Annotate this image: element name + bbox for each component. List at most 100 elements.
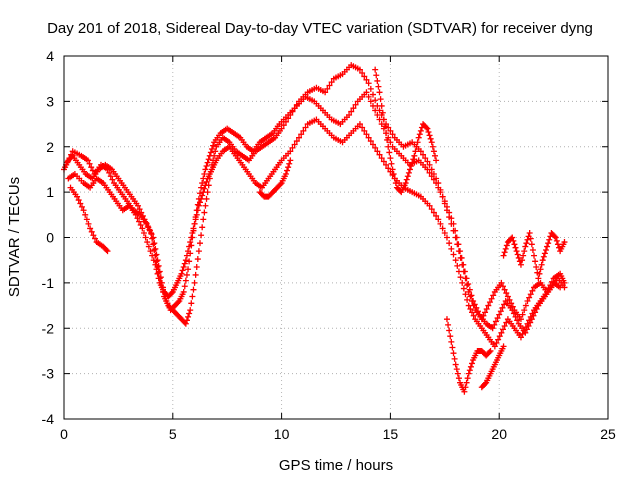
data-point-marker: [68, 151, 75, 158]
data-point-marker: [359, 70, 366, 77]
data-point-marker: [504, 293, 511, 300]
data-point-marker: [284, 167, 291, 174]
data-point-marker: [493, 339, 500, 346]
data-point-marker: [194, 256, 201, 263]
data-point-marker: [107, 173, 114, 180]
data-point-marker: [517, 316, 524, 323]
data-point-marker: [200, 216, 207, 223]
data-point-marker: [433, 157, 440, 164]
data-point-marker: [389, 172, 396, 179]
data-point-marker: [422, 155, 429, 162]
data-point-marker: [374, 148, 381, 155]
data-point-marker: [439, 193, 446, 200]
data-point-marker: [529, 310, 536, 317]
axis-ticks: 0 5 10 15 20 25 -4 -3 -2 -1 0 1 2 3 4: [42, 48, 616, 442]
data-point-marker: [280, 122, 287, 129]
data-point-marker: [539, 257, 546, 264]
data-point-marker: [377, 96, 384, 103]
data-point-marker: [494, 315, 501, 322]
data-point-marker: [519, 257, 526, 264]
data-point-marker: [458, 254, 465, 261]
data-point-marker: [515, 254, 522, 261]
data-point-marker: [363, 89, 370, 96]
data-point-marker: [365, 93, 372, 100]
data-point-marker: [433, 212, 440, 219]
data-point-marker: [426, 161, 433, 168]
data-point-marker: [554, 241, 561, 248]
data-point-marker: [389, 131, 396, 138]
data-point-marker: [498, 329, 505, 336]
data-point-marker: [137, 222, 144, 229]
data-point-marker: [208, 146, 215, 153]
data-point-marker: [428, 139, 435, 146]
data-point-marker: [437, 220, 444, 227]
data-point-marker: [132, 211, 139, 218]
data-point-marker: [278, 125, 285, 132]
data-point-marker: [428, 206, 435, 213]
data-point-marker: [486, 299, 493, 306]
data-point-marker: [372, 144, 379, 151]
series: [67, 184, 111, 255]
data-point-marker: [106, 169, 113, 176]
data-point-marker: [89, 167, 96, 174]
data-point-marker: [207, 149, 214, 156]
data-point-marker: [443, 316, 450, 323]
data-point-marker: [296, 134, 303, 141]
data-point-marker: [183, 271, 190, 278]
data-point-marker: [374, 111, 381, 118]
data-point-marker: [486, 349, 493, 356]
data-point-marker: [202, 182, 209, 189]
data-point-marker: [346, 111, 353, 118]
data-point-marker: [287, 157, 294, 164]
data-point-marker: [300, 127, 307, 134]
data-point-marker: [452, 227, 459, 234]
data-point-marker: [500, 283, 507, 290]
data-point-marker: [466, 367, 473, 374]
data-point-marker: [145, 224, 152, 231]
data-point-marker: [500, 343, 507, 350]
data-point-marker: [389, 166, 396, 173]
data-point-marker: [495, 336, 502, 343]
data-point-marker: [201, 170, 208, 177]
data-point-marker: [521, 327, 528, 334]
data-point-marker: [426, 169, 433, 176]
data-point-marker: [183, 252, 190, 259]
data-point-marker: [429, 143, 436, 150]
data-point-marker: [527, 235, 534, 242]
data-point-marker: [203, 178, 210, 185]
data-point-marker: [482, 380, 489, 387]
data-point-marker: [356, 66, 363, 73]
data-point-marker: [86, 160, 93, 167]
data-point-marker: [506, 296, 513, 303]
data-point-marker: [75, 197, 82, 204]
data-point-marker: [150, 234, 157, 241]
data-point-marker: [145, 243, 152, 250]
series: [443, 316, 494, 395]
data-point-marker: [552, 234, 559, 241]
data-point-marker: [154, 270, 161, 277]
data-point-marker: [463, 379, 470, 386]
data-point-marker: [88, 164, 95, 171]
data-point-marker: [510, 237, 517, 244]
data-point-marker: [519, 311, 526, 318]
data-point-marker: [155, 262, 162, 269]
data-point-marker: [151, 240, 158, 247]
data-point-marker: [187, 239, 194, 246]
data-point-marker: [363, 76, 370, 83]
y-tick-label: 2: [46, 139, 54, 155]
data-point-marker: [519, 330, 526, 337]
data-point-marker: [441, 229, 448, 236]
data-point-marker: [204, 159, 211, 166]
data-point-marker: [203, 163, 210, 170]
data-point-marker: [181, 283, 188, 290]
data-point-marker: [198, 232, 205, 239]
data-point-marker: [415, 134, 422, 141]
data-point-marker: [414, 139, 421, 146]
data-point-marker: [536, 270, 543, 277]
data-point-marker: [416, 131, 423, 138]
data-point-marker: [499, 304, 506, 311]
data-point-marker: [90, 232, 97, 239]
data-point-marker: [201, 185, 208, 192]
data-point-marker: [189, 229, 196, 236]
data-point-marker: [531, 252, 538, 259]
